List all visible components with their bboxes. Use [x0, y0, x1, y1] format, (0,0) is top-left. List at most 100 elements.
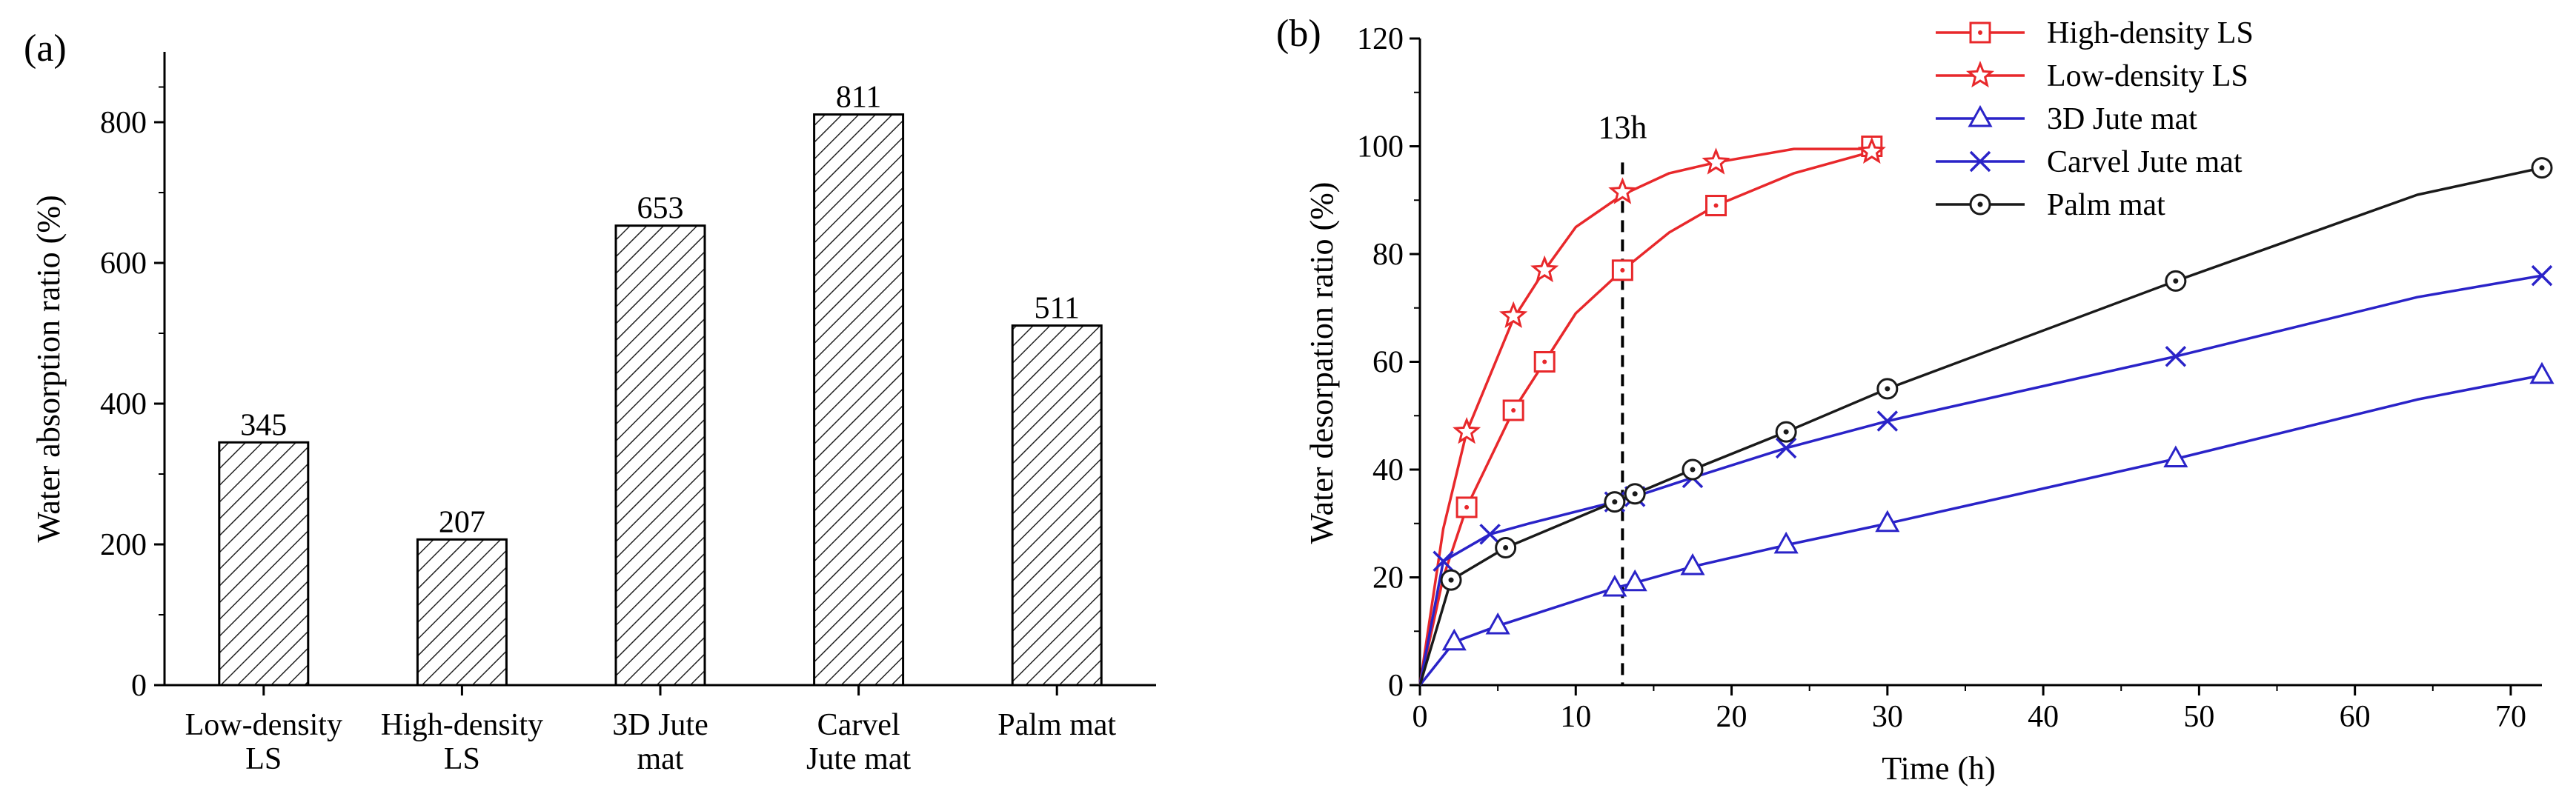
- series-line: [1418, 166, 2543, 686]
- panel-a-value-label: 345: [240, 408, 287, 442]
- panel-a-category-label: Palm mat: [997, 708, 1116, 742]
- panel-b-axes: [1418, 39, 2542, 687]
- data-point-marker: [1876, 410, 1899, 432]
- panel-b-y-tick-label: 100: [1357, 130, 1404, 164]
- panel-b-ticks: 0 20 40 60 80 100 120 0 10 20 30 40 50 60 70: [1357, 22, 2526, 734]
- panel-a-bar: [813, 113, 905, 687]
- legend-item: Palm mat: [1936, 188, 2165, 222]
- panel-a-bar: [614, 224, 706, 687]
- panel-b-y-axis-label: Water desorpation ratio (%): [1304, 182, 1340, 544]
- series-line: [1418, 147, 1872, 686]
- data-point-marker: [1530, 255, 1559, 283]
- x-marker-stroke: [1969, 150, 1991, 173]
- x-marker-stroke: [1876, 410, 1899, 432]
- square-marker: [1969, 21, 1991, 44]
- data-point-marker: [2163, 445, 2188, 467]
- data-point-marker: [2165, 345, 2187, 367]
- panel-b-y-tick-label: 40: [1372, 453, 1404, 487]
- data-point-marker: [1453, 417, 1481, 444]
- panel-b-x-tick-label: 50: [2183, 700, 2214, 734]
- panel-b-x-tick-label: 60: [2340, 700, 2371, 734]
- panel-b-label: (b): [1276, 13, 1321, 55]
- panel-b-13h-label: 13h: [1598, 110, 1647, 146]
- triangle-marker: [2529, 361, 2555, 384]
- triangle-marker: [1773, 531, 1799, 554]
- panel-a-y-tick-label: 400: [100, 387, 147, 421]
- data-point-marker: [1533, 351, 1556, 373]
- marker-center-dot: [1612, 499, 1618, 505]
- marker-center-dot: [1511, 407, 1516, 413]
- data-point-marker: [1773, 531, 1799, 554]
- triangle-marker: [1622, 569, 1647, 592]
- data-point-marker: [1495, 536, 1517, 558]
- data-point-marker: [1876, 378, 1899, 400]
- marker-center-dot: [1978, 30, 1982, 35]
- panel-b-line-chart: (b) Water desorpation ratio (%) Time (h)…: [1276, 13, 2555, 787]
- data-point-marker: [1857, 136, 1886, 164]
- panel-a-bar: [416, 538, 508, 687]
- star-marker: [1453, 417, 1481, 444]
- data-point-marker: [1611, 259, 1633, 281]
- data-point-marker: [1624, 483, 1646, 505]
- series-line: [1418, 274, 2543, 686]
- marker-center-dot: [2173, 278, 2179, 284]
- data-point-marker: [2531, 157, 2553, 179]
- data-point-marker: [1479, 524, 1501, 545]
- data-point-marker: [1622, 569, 1647, 592]
- star-marker: [1965, 60, 1995, 88]
- marker-center-dot: [2539, 165, 2545, 171]
- series-3d-jute-mat: [1418, 361, 2555, 687]
- panel-b-x-tick-label: 30: [1872, 700, 1903, 734]
- data-point-marker: [1502, 399, 1524, 421]
- legend-label: High-density LS: [2047, 16, 2254, 50]
- panel-a-y-tick-label: 600: [100, 247, 147, 281]
- data-point-marker: [1969, 193, 1991, 216]
- data-point-marker: [2165, 270, 2187, 292]
- panel-a-category-label: Jute mat: [806, 742, 911, 776]
- panel-b-y-tick-label: 0: [1388, 669, 1404, 703]
- star-marker: [1857, 136, 1886, 164]
- data-point-marker: [1608, 177, 1637, 204]
- panel-a-bar: [218, 441, 310, 687]
- data-point-marker: [1433, 550, 1454, 572]
- series-carvel-jute-mat: [1418, 264, 2553, 686]
- panel-a-y-tick-label: 200: [100, 528, 147, 562]
- series-palm-mat: [1418, 157, 2553, 686]
- data-point-marker: [1440, 569, 1462, 591]
- data-point-marker: [1680, 553, 1705, 576]
- panel-a-label: (a): [24, 27, 67, 70]
- panel-a-value-label: 511: [1034, 292, 1079, 326]
- legend-label: Palm mat: [2047, 188, 2165, 222]
- data-point-marker: [1702, 147, 1730, 175]
- panel-a-y-axis-label: Water absorption ratio (%): [30, 195, 67, 542]
- panel-b-x-tick-label: 0: [1413, 700, 1428, 734]
- panel-a-category-label: Carvel: [817, 708, 900, 742]
- x-marker-stroke: [2531, 264, 2553, 287]
- data-point-marker: [1875, 510, 1900, 533]
- marker-center-dot: [1620, 267, 1625, 273]
- x-marker-stroke: [1479, 524, 1501, 545]
- marker-center-dot: [1464, 504, 1470, 510]
- panel-a-category-label: LS: [245, 742, 282, 776]
- triangle-marker: [1485, 612, 1510, 635]
- x-marker-stroke: [1775, 437, 1797, 459]
- data-point-marker: [1441, 628, 1467, 651]
- panel-a-category-label: 3D Jute: [612, 708, 708, 742]
- marker-center-dot: [1713, 203, 1719, 208]
- panel-b-x-axis-label: Time (h): [1882, 750, 1996, 787]
- marker-center-dot: [1542, 359, 1547, 364]
- star-marker: [1530, 255, 1559, 283]
- legend-label: Carvel Jute mat: [2047, 145, 2243, 179]
- panel-b-y-tick-label: 80: [1372, 238, 1404, 272]
- legend-item: Low-density LS: [1936, 59, 2248, 93]
- star-marker: [1499, 301, 1528, 328]
- data-point-marker: [1705, 195, 1727, 217]
- series-line: [1418, 373, 2543, 687]
- panel-b-x-tick-label: 10: [1560, 700, 1591, 734]
- marker-center-dot: [1783, 429, 1789, 435]
- series-low-density-ls: [1418, 136, 1886, 686]
- panel-a-value-label: 653: [637, 192, 684, 226]
- data-point-marker: [1602, 574, 1627, 597]
